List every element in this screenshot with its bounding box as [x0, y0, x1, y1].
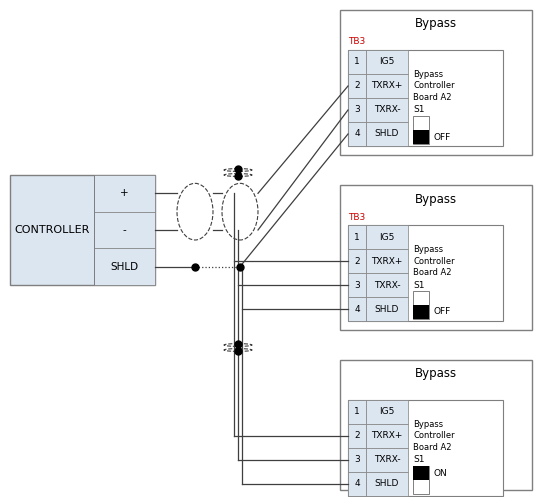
FancyBboxPatch shape [366, 50, 408, 74]
FancyBboxPatch shape [413, 116, 429, 144]
FancyBboxPatch shape [348, 472, 366, 496]
Text: CONTROLLER: CONTROLLER [15, 225, 89, 235]
Text: 4: 4 [354, 130, 360, 139]
Text: TXRX-: TXRX- [374, 455, 400, 465]
Text: Bypass: Bypass [415, 192, 457, 205]
Text: 1: 1 [354, 233, 360, 242]
FancyBboxPatch shape [366, 424, 408, 448]
Text: TXRX-: TXRX- [374, 280, 400, 289]
Text: 3: 3 [354, 105, 360, 114]
FancyBboxPatch shape [366, 98, 408, 122]
Text: TB3: TB3 [348, 213, 365, 222]
FancyBboxPatch shape [340, 185, 532, 330]
FancyBboxPatch shape [94, 175, 155, 212]
FancyBboxPatch shape [413, 466, 429, 494]
FancyBboxPatch shape [340, 10, 532, 155]
FancyBboxPatch shape [348, 273, 366, 297]
Text: TB3: TB3 [348, 37, 365, 47]
Text: 4: 4 [354, 305, 360, 314]
Text: 3: 3 [354, 455, 360, 465]
FancyBboxPatch shape [340, 360, 532, 490]
FancyBboxPatch shape [348, 297, 366, 321]
Text: 2: 2 [354, 82, 360, 90]
FancyBboxPatch shape [348, 50, 503, 146]
Text: SHLD: SHLD [375, 130, 399, 139]
FancyBboxPatch shape [366, 74, 408, 98]
Text: OFF: OFF [434, 133, 451, 142]
FancyBboxPatch shape [94, 248, 155, 285]
FancyBboxPatch shape [348, 225, 503, 321]
Text: 1: 1 [354, 408, 360, 416]
FancyBboxPatch shape [366, 273, 408, 297]
FancyBboxPatch shape [366, 225, 408, 249]
Text: TXRX+: TXRX+ [371, 256, 403, 265]
FancyBboxPatch shape [366, 297, 408, 321]
Text: SHLD: SHLD [110, 261, 139, 272]
FancyBboxPatch shape [348, 448, 366, 472]
FancyBboxPatch shape [94, 212, 155, 248]
Text: 4: 4 [354, 480, 360, 489]
FancyBboxPatch shape [348, 74, 366, 98]
FancyBboxPatch shape [366, 122, 408, 146]
Text: IG5: IG5 [379, 233, 395, 242]
Text: Bypass: Bypass [415, 17, 457, 30]
Text: 1: 1 [354, 58, 360, 67]
FancyBboxPatch shape [413, 130, 429, 144]
FancyBboxPatch shape [348, 98, 366, 122]
Text: IG5: IG5 [379, 58, 395, 67]
FancyBboxPatch shape [348, 225, 366, 249]
FancyBboxPatch shape [10, 175, 155, 285]
FancyBboxPatch shape [366, 448, 408, 472]
Text: S1: S1 [413, 280, 425, 289]
Text: IG5: IG5 [379, 408, 395, 416]
FancyBboxPatch shape [366, 400, 408, 424]
FancyBboxPatch shape [348, 50, 366, 74]
Text: TXRX+: TXRX+ [371, 431, 403, 440]
Text: -: - [123, 225, 127, 235]
FancyBboxPatch shape [413, 305, 429, 319]
Text: TXRX-: TXRX- [374, 105, 400, 114]
Text: SHLD: SHLD [375, 480, 399, 489]
FancyBboxPatch shape [348, 400, 503, 496]
Text: OFF: OFF [434, 308, 451, 317]
FancyBboxPatch shape [413, 466, 429, 480]
Text: S1: S1 [413, 105, 425, 114]
Text: Bypass
Controller
Board A2: Bypass Controller Board A2 [413, 419, 454, 452]
FancyBboxPatch shape [348, 249, 366, 273]
Text: Bypass
Controller
Board A2: Bypass Controller Board A2 [413, 70, 454, 102]
FancyBboxPatch shape [366, 472, 408, 496]
Text: Bypass
Controller
Board A2: Bypass Controller Board A2 [413, 245, 454, 277]
FancyBboxPatch shape [348, 122, 366, 146]
Text: +: + [120, 188, 129, 198]
Text: SHLD: SHLD [375, 305, 399, 314]
FancyBboxPatch shape [348, 424, 366, 448]
FancyBboxPatch shape [413, 291, 429, 319]
Text: Bypass: Bypass [415, 367, 457, 381]
FancyBboxPatch shape [348, 400, 366, 424]
Text: 2: 2 [354, 256, 360, 265]
Text: 3: 3 [354, 280, 360, 289]
Text: TXRX+: TXRX+ [371, 82, 403, 90]
Text: 2: 2 [354, 431, 360, 440]
Text: S1: S1 [413, 455, 425, 465]
Text: ON: ON [434, 469, 448, 478]
FancyBboxPatch shape [366, 249, 408, 273]
